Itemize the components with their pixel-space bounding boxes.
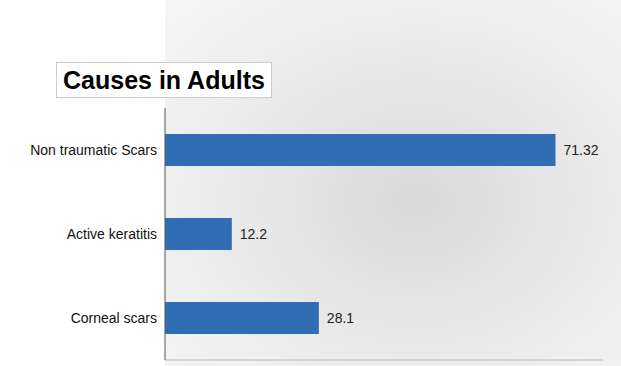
- svg-text:28.1: 28.1: [327, 310, 354, 326]
- svg-text:12.2: 12.2: [240, 226, 267, 242]
- svg-text:71.32: 71.32: [563, 142, 598, 158]
- svg-text:Active keratitis: Active keratitis: [67, 226, 157, 242]
- svg-text:Non traumatic Scars: Non traumatic Scars: [30, 142, 157, 158]
- svg-text:Corneal scars: Corneal scars: [71, 310, 157, 326]
- html-text:Causes in Adults: Causes in Adults: [63, 66, 265, 94]
